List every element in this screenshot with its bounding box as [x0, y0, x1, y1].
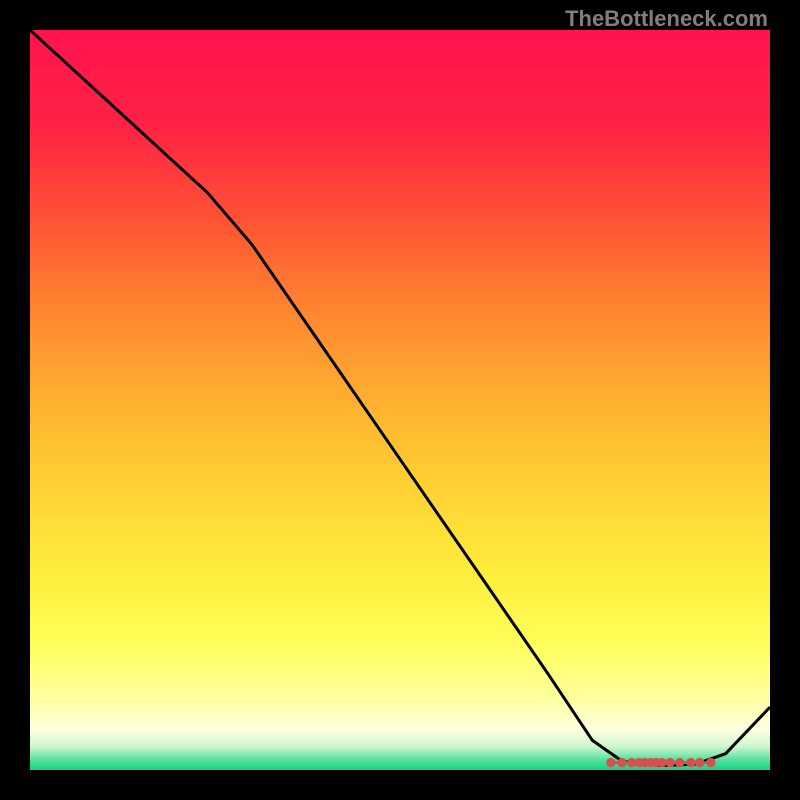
marker-dot — [676, 758, 684, 766]
marker-dot — [618, 758, 626, 766]
bottleneck-curve — [30, 30, 770, 766]
marker-dot — [696, 758, 704, 766]
watermark-text: TheBottleneck.com — [565, 6, 768, 32]
curve-svg — [30, 30, 770, 770]
marker-dot — [687, 758, 695, 766]
marker-dot — [658, 758, 666, 766]
marker-dot — [666, 758, 674, 766]
chart-container: TheBottleneck.com — [0, 0, 800, 800]
marker-dot — [607, 758, 615, 766]
marker-dot — [707, 758, 715, 766]
